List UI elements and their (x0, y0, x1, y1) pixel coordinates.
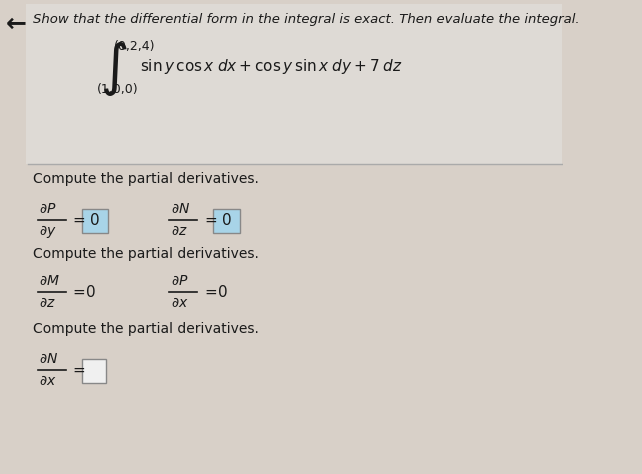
Text: Compute the partial derivatives.: Compute the partial derivatives. (33, 322, 259, 336)
FancyBboxPatch shape (213, 209, 239, 233)
Text: $\partial P$: $\partial P$ (40, 202, 57, 216)
Text: ←: ← (5, 12, 26, 36)
Text: $\partial z$: $\partial z$ (171, 224, 188, 238)
Text: $0$: $0$ (221, 212, 232, 228)
Text: $\int$: $\int$ (100, 40, 128, 98)
Text: $0$: $0$ (89, 212, 100, 228)
Text: $\partial z$: $\partial z$ (40, 296, 56, 310)
Text: $=$: $=$ (70, 213, 86, 227)
Text: $\partial x$: $\partial x$ (40, 374, 57, 388)
Text: (1,0,0): (1,0,0) (96, 82, 138, 95)
Text: Compute the partial derivatives.: Compute the partial derivatives. (33, 247, 259, 261)
Text: $\partial N$: $\partial N$ (171, 202, 190, 216)
Text: $0$: $0$ (217, 284, 227, 300)
Text: $=$: $=$ (70, 285, 86, 299)
Text: (0,2,4): (0,2,4) (114, 39, 155, 53)
Text: $=$: $=$ (202, 285, 218, 299)
Text: $\sin y\,\cos x\; dx + \cos y\,\sin x\; dy + 7\; dz$: $\sin y\,\cos x\; dx + \cos y\,\sin x\; … (141, 56, 403, 75)
Text: $\partial y$: $\partial y$ (40, 222, 57, 239)
Text: $\partial x$: $\partial x$ (171, 296, 189, 310)
FancyBboxPatch shape (82, 359, 106, 383)
Text: $=$: $=$ (70, 363, 86, 377)
Text: $0$: $0$ (85, 284, 96, 300)
FancyBboxPatch shape (82, 209, 108, 233)
Text: $=$: $=$ (202, 213, 218, 227)
Text: Show that the differential form in the integral is exact. Then evaluate the inte: Show that the differential form in the i… (33, 12, 580, 26)
Text: $\partial N$: $\partial N$ (40, 352, 58, 366)
Bar (26, 4, 562, 164)
Text: Compute the partial derivatives.: Compute the partial derivatives. (33, 172, 259, 186)
Text: $\partial P$: $\partial P$ (171, 274, 189, 288)
Text: $\partial M$: $\partial M$ (40, 274, 60, 288)
